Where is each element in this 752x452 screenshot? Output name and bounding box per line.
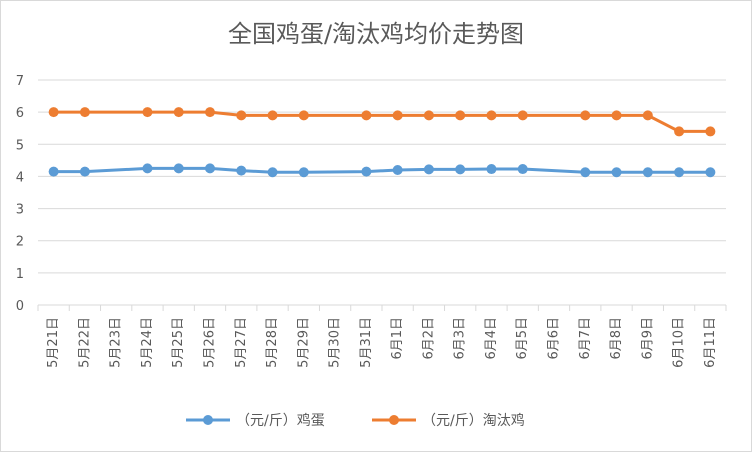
y-tick-label: 5 — [16, 138, 24, 153]
x-tick-label: 6月5日 — [515, 317, 530, 360]
data-point — [79, 107, 90, 118]
gridlines — [38, 79, 726, 306]
x-tick-label: 5月31日 — [359, 317, 374, 368]
x-tick-label: 6月4日 — [484, 317, 499, 360]
data-point — [298, 167, 309, 178]
data-point — [48, 107, 59, 118]
x-tick-label: 5月27日 — [234, 317, 249, 368]
data-point — [580, 110, 591, 121]
y-tick-label: 7 — [16, 74, 24, 89]
x-tick-label: 6月9日 — [640, 317, 655, 360]
x-tick-label: 6月6日 — [547, 317, 562, 360]
y-tick-label: 3 — [16, 203, 24, 218]
legend-marker — [203, 415, 213, 425]
data-point — [236, 110, 247, 121]
data-point — [392, 165, 403, 175]
chart-title: 全国鸡蛋/淘汰鸡均价走势图 — [227, 20, 525, 48]
x-tick-label: 6月7日 — [578, 317, 593, 360]
data-point — [173, 163, 184, 174]
data-point — [423, 110, 434, 121]
x-tick-label: 5月25日 — [171, 317, 186, 368]
series-2 — [48, 107, 716, 137]
x-tick-label: 6月11日 — [703, 317, 718, 368]
data-point — [48, 166, 59, 177]
legend-label: （元/斤）鸡蛋 — [236, 412, 325, 429]
series-1 — [48, 163, 716, 178]
y-tick-label: 2 — [16, 235, 24, 250]
data-point — [486, 110, 497, 121]
x-tick-label: 5月28日 — [265, 317, 280, 368]
x-tick-label: 5月30日 — [328, 317, 343, 368]
data-point — [205, 107, 215, 118]
data-point — [423, 164, 434, 175]
data-point — [642, 110, 653, 121]
x-tick-label: 5月29日 — [296, 317, 311, 368]
data-point — [392, 110, 403, 121]
data-point — [517, 164, 528, 175]
data-point — [642, 167, 653, 178]
data-point — [298, 110, 309, 121]
x-tick-label: 5月22日 — [77, 317, 92, 368]
data-point — [205, 163, 215, 174]
legend-marker — [389, 415, 399, 425]
data-point — [361, 110, 372, 121]
y-tick-label: 1 — [16, 267, 24, 282]
x-tick-label: 5月26日 — [203, 317, 218, 368]
legend-item: （元/斤）鸡蛋 — [186, 412, 325, 429]
data-point — [674, 167, 685, 178]
x-tick-label: 6月3日 — [453, 317, 468, 360]
data-point — [580, 167, 591, 178]
x-tick-label: 5月21日 — [46, 317, 61, 368]
y-tick-label: 4 — [16, 170, 24, 185]
data-point — [267, 167, 278, 178]
series-lines — [48, 107, 716, 178]
y-axis: 0 1 2 3 4 5 6 7 — [16, 74, 24, 314]
x-tick-label: 6月8日 — [609, 317, 624, 360]
x-axis: 5月21日 5月22日 5月23日 5月24日 5月25日 5月26日 5月27日 5月28日… — [37, 305, 727, 368]
x-tick-label: 5月23日 — [109, 317, 124, 368]
x-tick-label: 5月24日 — [140, 317, 155, 368]
x-tick-label: 6月10日 — [672, 317, 687, 368]
legend: （元/斤）鸡蛋 （元/斤）淘汰鸡 — [186, 412, 525, 429]
y-tick-label: 0 — [16, 299, 24, 314]
data-point — [267, 110, 278, 121]
data-point — [517, 110, 528, 121]
data-point — [173, 107, 184, 118]
data-point — [361, 166, 372, 177]
data-point — [611, 167, 622, 178]
legend-item: （元/斤）淘汰鸡 — [372, 412, 525, 429]
legend-label: （元/斤）淘汰鸡 — [422, 412, 525, 429]
data-point — [705, 167, 716, 178]
data-point — [486, 164, 497, 175]
data-point — [455, 110, 466, 121]
data-point — [455, 164, 466, 175]
x-tick-label: 6月2日 — [421, 317, 436, 360]
data-point — [79, 166, 90, 177]
data-point — [611, 110, 622, 121]
data-point — [674, 126, 685, 137]
y-tick-label: 6 — [16, 106, 24, 121]
data-point — [705, 126, 716, 137]
data-point — [142, 107, 153, 118]
data-point — [142, 163, 153, 174]
data-point — [236, 165, 247, 176]
x-tick-label: 6月1日 — [390, 317, 405, 360]
